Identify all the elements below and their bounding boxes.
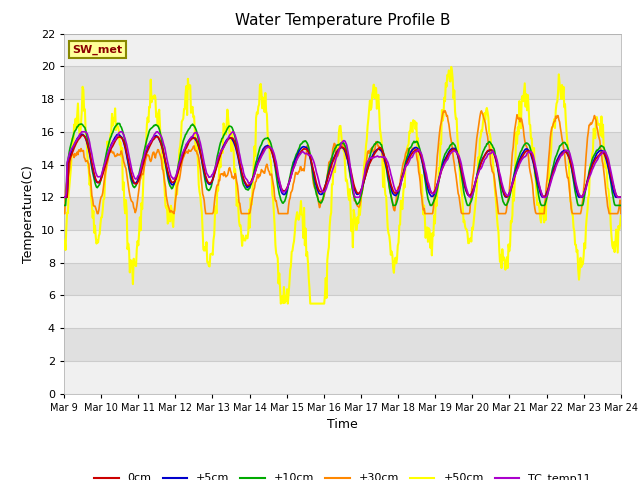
Legend: 0cm, +5cm, +10cm, +30cm, +50cm, TC_temp11: 0cm, +5cm, +10cm, +30cm, +50cm, TC_temp1… xyxy=(90,469,595,480)
Bar xyxy=(64,295,621,328)
Bar xyxy=(64,132,621,165)
Bar xyxy=(64,165,621,197)
Bar xyxy=(64,197,621,230)
Bar xyxy=(64,66,621,99)
Bar xyxy=(64,328,621,361)
Bar xyxy=(64,230,621,263)
X-axis label: Time: Time xyxy=(327,418,358,431)
Title: Water Temperature Profile B: Water Temperature Profile B xyxy=(235,13,450,28)
Y-axis label: Temperature(C): Temperature(C) xyxy=(22,165,35,263)
Bar xyxy=(64,99,621,132)
Bar xyxy=(64,34,621,66)
Text: SW_met: SW_met xyxy=(72,44,122,55)
Bar xyxy=(64,361,621,394)
Bar xyxy=(64,263,621,295)
